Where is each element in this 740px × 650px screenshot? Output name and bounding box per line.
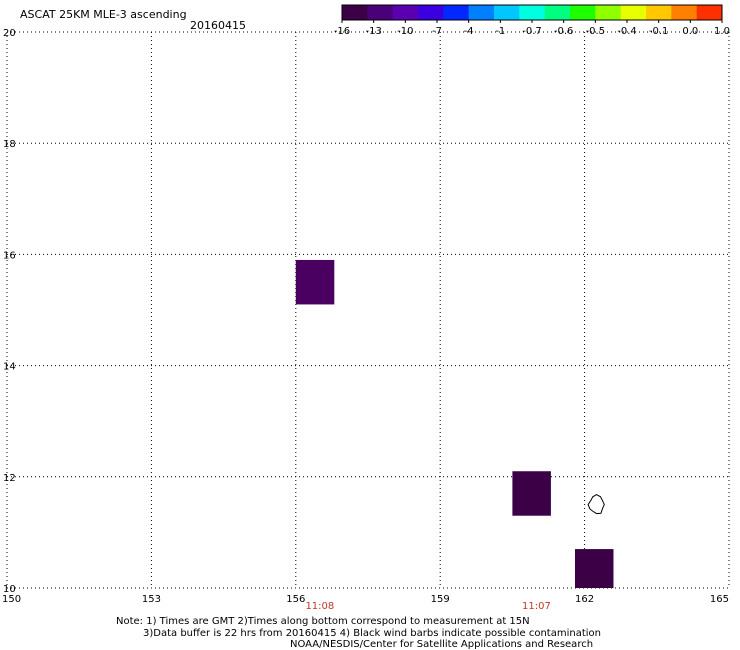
y-tick-label: 18: [3, 139, 16, 150]
colorbar-label: -13: [365, 26, 381, 37]
data-cell: [574, 549, 614, 588]
colorbar-segment: [620, 5, 647, 20]
colorbar-segment: [646, 5, 672, 20]
y-tick-label: 20: [3, 28, 16, 39]
colorbar-segment: [570, 5, 596, 20]
colorbar-segment: [544, 5, 571, 20]
note-line-2: 3)Data buffer is 22 hrs from 20160415 4)…: [143, 628, 601, 639]
colorbar-segment: [595, 5, 622, 20]
colorbar-label: -7: [432, 26, 442, 37]
x-tick-label: 162: [575, 594, 594, 605]
map-title: ASCAT 25KM MLE-3 ascending: [20, 8, 187, 21]
map-date: 20160415: [190, 19, 246, 32]
colorbar-segment: [494, 5, 520, 20]
time-label: 11:07: [522, 601, 551, 612]
colorbar-label: -16: [334, 26, 350, 37]
colorbar-segment: [342, 5, 368, 20]
colorbar-segment: [367, 5, 394, 20]
y-tick-label: 12: [3, 473, 16, 484]
x-tick-label: 150: [2, 594, 21, 605]
x-tick-label: 165: [710, 594, 729, 605]
data-cell: [512, 471, 551, 516]
colorbar-label: -10: [397, 26, 413, 37]
colorbar-segment: [443, 5, 470, 20]
y-tick-label: 10: [3, 584, 16, 595]
y-tick-label: 16: [3, 250, 16, 261]
x-tick-label: 156: [286, 594, 305, 605]
colorbar-label: -1: [495, 26, 505, 37]
colorbar-label: -0.1: [649, 26, 669, 37]
note-line-3: NOAA/NESDIS/Center for Satellite Applica…: [290, 639, 594, 650]
colorbar-segment: [671, 5, 698, 20]
colorbar-segment: [696, 5, 723, 20]
colorbar-segment: [392, 5, 419, 20]
colorbar-label: 0.0: [682, 26, 698, 37]
y-tick-label: 14: [3, 362, 16, 373]
time-label: 11:08: [305, 601, 334, 612]
x-tick-label: 153: [142, 594, 161, 605]
colorbar-label: 1.0: [714, 26, 730, 37]
x-tick-label: 159: [431, 594, 450, 605]
colorbar-label: -4: [464, 26, 474, 37]
colorbar-segment: [519, 5, 546, 20]
data-cell: [295, 259, 335, 305]
colorbar-segment: [418, 5, 444, 20]
note-line-1: Note: 1) Times are GMT 2)Times along bot…: [116, 616, 530, 627]
contour-outline: [587, 494, 605, 515]
colorbar-segment: [468, 5, 495, 20]
